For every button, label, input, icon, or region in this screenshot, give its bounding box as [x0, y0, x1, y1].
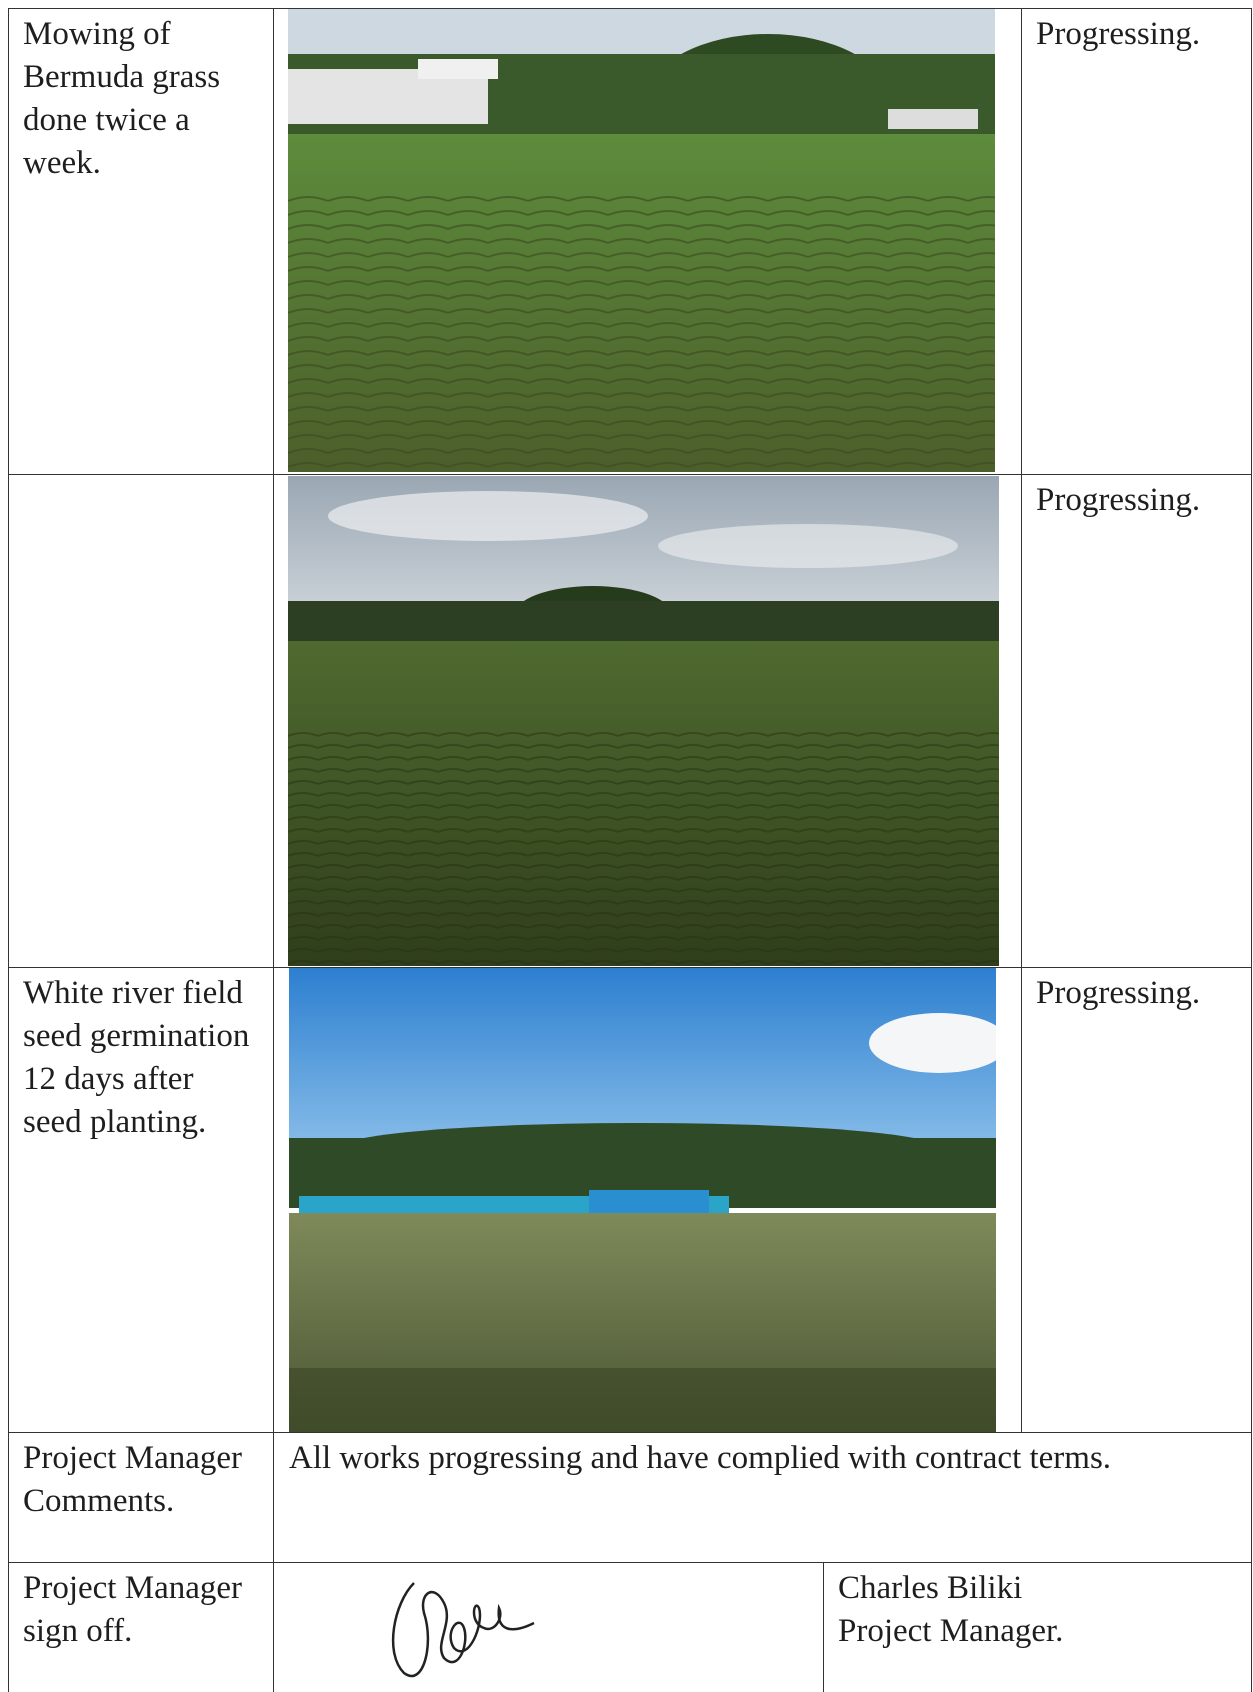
- description-cell: [8, 474, 274, 968]
- status-cell: Progressing.: [1021, 967, 1252, 1433]
- photo-field: [288, 476, 999, 966]
- comments-text: All works progressing and have complied …: [289, 1440, 1112, 1476]
- status: Progressing.: [1036, 975, 1201, 1011]
- photo-mowing: [288, 9, 995, 472]
- description: Mowing of Bermuda grass done twice a wee…: [23, 16, 221, 181]
- signoff-name: Charles Biliki: [838, 1570, 1023, 1606]
- status: Progressing.: [1036, 16, 1201, 52]
- signature-cell: [273, 1562, 824, 1692]
- signoff-label-cell: Project Manager sign off.: [8, 1562, 274, 1692]
- signoff-role: Project Manager.: [838, 1613, 1064, 1649]
- status-cell: Progressing.: [1021, 8, 1252, 475]
- signoff-label: Project Manager sign off.: [23, 1570, 242, 1649]
- comments-label-cell: Project Manager Comments.: [8, 1432, 274, 1563]
- description-cell: Mowing of Bermuda grass done twice a wee…: [8, 8, 274, 475]
- description-cell: White river field seed germination 12 da…: [8, 967, 274, 1433]
- signature: [391, 1582, 535, 1677]
- status-cell: Progressing.: [1021, 474, 1252, 968]
- comments-label: Project Manager Comments.: [23, 1440, 242, 1519]
- status: Progressing.: [1036, 482, 1201, 518]
- photo-germination: [289, 968, 996, 1432]
- signoff-name-cell: Charles Biliki Project Manager.: [823, 1562, 1252, 1692]
- description: White river field seed germination 12 da…: [23, 975, 250, 1140]
- comments-cell: All works progressing and have complied …: [273, 1432, 1252, 1563]
